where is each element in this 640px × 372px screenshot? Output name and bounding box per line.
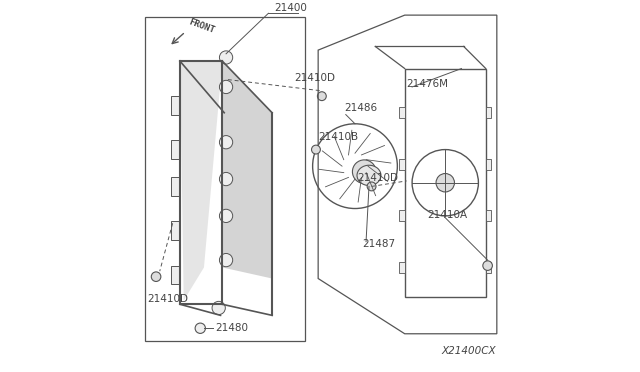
Circle shape (220, 135, 233, 149)
Text: X21400CX: X21400CX (442, 346, 496, 356)
Circle shape (220, 80, 233, 94)
Circle shape (212, 301, 225, 315)
Bar (486, 262, 492, 273)
Circle shape (220, 51, 233, 64)
Text: 21410D: 21410D (147, 295, 188, 304)
Bar (171, 96, 180, 115)
Bar (486, 107, 492, 118)
Circle shape (195, 323, 205, 333)
Polygon shape (222, 61, 272, 279)
Text: 21410D: 21410D (357, 173, 398, 183)
Circle shape (436, 173, 454, 192)
Bar (486, 210, 492, 221)
Circle shape (312, 145, 321, 154)
Bar (171, 266, 180, 284)
Text: 21410D: 21410D (294, 73, 335, 83)
Bar (171, 140, 180, 159)
Text: FRONT: FRONT (188, 18, 216, 36)
Circle shape (220, 172, 233, 186)
Bar (399, 210, 404, 221)
Bar (171, 221, 180, 240)
Text: 21410B: 21410B (318, 132, 358, 142)
Ellipse shape (357, 165, 381, 186)
Text: 21410A: 21410A (427, 210, 467, 220)
Circle shape (353, 160, 376, 183)
Text: 21487: 21487 (362, 239, 396, 249)
Text: 21476M: 21476M (406, 79, 449, 89)
Circle shape (151, 272, 161, 282)
Bar (399, 159, 404, 170)
Text: 21400: 21400 (274, 3, 307, 13)
Circle shape (220, 253, 233, 267)
Circle shape (220, 209, 233, 222)
Text: 21480: 21480 (215, 323, 248, 333)
Circle shape (367, 182, 376, 191)
Bar (399, 262, 404, 273)
Bar (399, 107, 404, 118)
Polygon shape (180, 61, 222, 301)
Bar (404, 68, 486, 297)
Bar (145, 17, 305, 341)
Circle shape (483, 261, 492, 270)
Bar (486, 159, 492, 170)
Text: 21486: 21486 (344, 103, 377, 113)
Circle shape (317, 92, 326, 100)
Bar (171, 177, 180, 196)
